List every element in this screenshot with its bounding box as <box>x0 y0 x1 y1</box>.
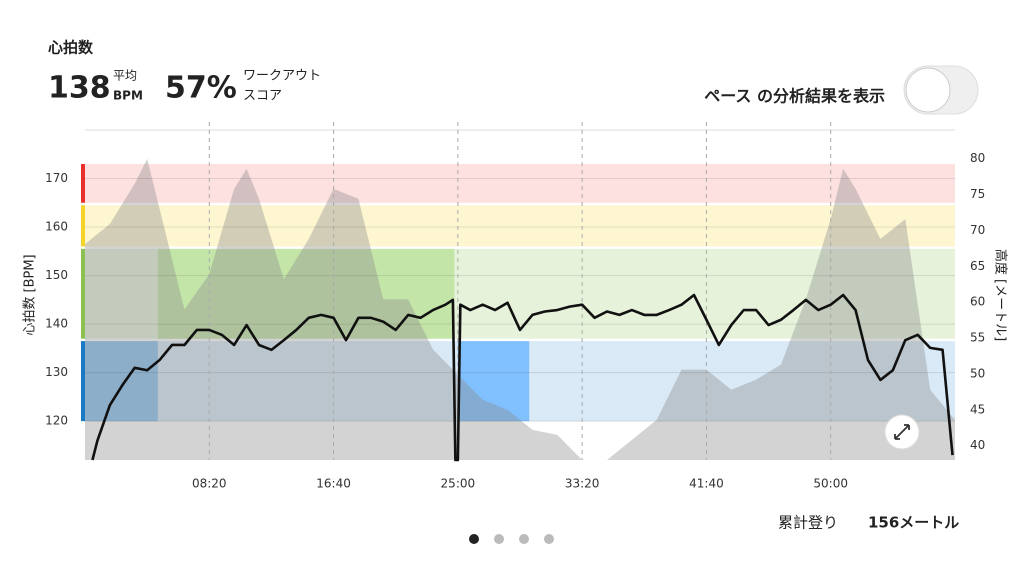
score-label: ワークアウト <box>243 69 321 84</box>
y2-tick-label: 70 <box>970 223 985 237</box>
y-tick-label: 130 <box>45 365 68 379</box>
y2-tick-label: 60 <box>970 295 985 309</box>
y-tick-label: 150 <box>45 268 68 282</box>
y2-tick-label: 55 <box>970 331 985 345</box>
title: 心拍数 <box>48 39 94 57</box>
expand-icon <box>894 424 910 440</box>
zone-highlight <box>157 248 455 339</box>
avg-label: 平均 <box>113 69 137 83</box>
y-tick-label: 160 <box>45 220 68 234</box>
score-value: 57% <box>165 71 237 106</box>
heart-rate-line <box>91 293 954 462</box>
toggle-label: ペース の分析結果を表示 <box>704 87 885 106</box>
plot: 120 130 140 150 160 170 40 45 50 55 60 65 70 75 80 08:2… <box>45 122 985 491</box>
zone-strip <box>81 248 85 339</box>
x-tick-label: 50:00 <box>813 477 848 491</box>
x-tick-label: 16:40 <box>316 477 351 491</box>
footer-label: 累計登り <box>778 514 838 532</box>
zone-strip <box>81 341 85 422</box>
y2-tick-label: 50 <box>970 366 985 380</box>
page-dot[interactable] <box>519 534 529 544</box>
elevation-area <box>85 158 955 460</box>
avg-unit: BPM <box>113 89 143 103</box>
y2-tick-label: 75 <box>970 187 985 201</box>
x-tick-label: 41:40 <box>689 477 724 491</box>
footer-value: 156メートル <box>868 514 959 532</box>
zone-strip <box>81 205 85 247</box>
y-tick-label: 170 <box>45 171 68 185</box>
y2-tick-label: 40 <box>970 438 985 452</box>
toggle-knob[interactable] <box>905 67 951 113</box>
page-dot[interactable] <box>494 534 504 544</box>
y-axis-label: 心拍数 [BPM] <box>23 254 38 335</box>
y2-tick-label: 45 <box>970 402 985 416</box>
y2-axis-label: 高度 [メートル] <box>993 249 1009 341</box>
x-tick-label: 08:20 <box>192 477 227 491</box>
y-tick-label: 140 <box>45 317 68 331</box>
zone-highlight <box>457 341 530 422</box>
y2-tick-label: 80 <box>970 151 985 165</box>
y2-tick-label: 65 <box>970 259 985 273</box>
x-tick-label: 25:00 <box>441 477 476 491</box>
expand-button[interactable] <box>884 414 920 450</box>
score-label: スコア <box>243 89 282 104</box>
zone-strip <box>81 163 85 203</box>
zone-band <box>85 163 955 203</box>
x-tick-label: 33:20 <box>565 477 600 491</box>
page-dot[interactable] <box>469 534 479 544</box>
y-tick-label: 120 <box>45 414 68 428</box>
avg-value: 138 <box>48 71 111 106</box>
zone-band <box>85 205 955 247</box>
zone-highlight <box>85 341 158 422</box>
page-dot[interactable] <box>544 534 554 544</box>
